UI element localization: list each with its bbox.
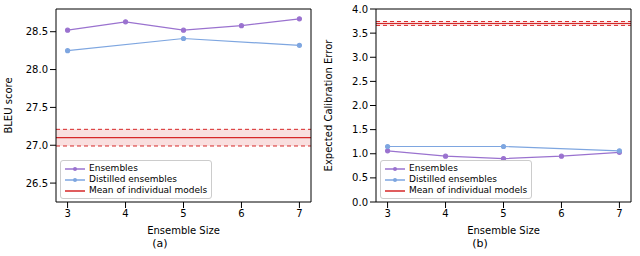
svg-text:27.0: 27.0 [26,140,48,151]
svg-text:7: 7 [296,208,302,219]
svg-text:3.5: 3.5 [352,28,368,39]
svg-text:2.0: 2.0 [352,100,368,111]
html-text:Distilled ensembles: Distilled ensembles [409,174,497,184]
svg-text:0.5: 0.5 [352,172,368,183]
svg-text:28.5: 28.5 [26,26,48,37]
svg-text:7: 7 [616,208,622,219]
html-text:Mean of individual models: Mean of individual models [89,185,208,195]
html-text:Mean of individual models: Mean of individual models [409,185,528,195]
html-text:Ensembles: Ensembles [409,163,458,173]
svg-text:27.5: 27.5 [26,102,48,113]
svg-text:0.0: 0.0 [352,197,368,208]
svg-text:BLEU score: BLEU score [8,77,14,133]
svg-text:3: 3 [384,208,390,219]
svg-text:3.0: 3.0 [352,52,368,63]
svg-text:3: 3 [64,208,70,219]
svg-text:Ensemble Size: Ensemble Size [147,225,220,234]
svg-text:6: 6 [238,208,244,219]
html-text:Distilled ensembles: Distilled ensembles [89,174,177,184]
svg-text:4: 4 [442,208,448,219]
svg-text:Expected Calibration Error: Expected Calibration Error [323,39,334,172]
svg-text:5: 5 [500,208,506,219]
svg-text:1.0: 1.0 [352,148,368,159]
svg-text:1.5: 1.5 [352,124,368,135]
svg-text:28.0: 28.0 [26,64,48,75]
svg-text:Ensemble Size: Ensemble Size [467,225,540,234]
html-text:(b): (b) [472,237,488,250]
html-text:Ensembles: Ensembles [89,163,138,173]
svg-text:6: 6 [558,208,564,219]
html-text:(a): (a) [152,237,168,250]
svg-text:2.5: 2.5 [352,76,368,87]
svg-text:4.0: 4.0 [352,4,368,15]
svg-text:26.5: 26.5 [26,178,48,189]
svg-text:4: 4 [122,208,128,219]
svg-text:5: 5 [180,208,186,219]
